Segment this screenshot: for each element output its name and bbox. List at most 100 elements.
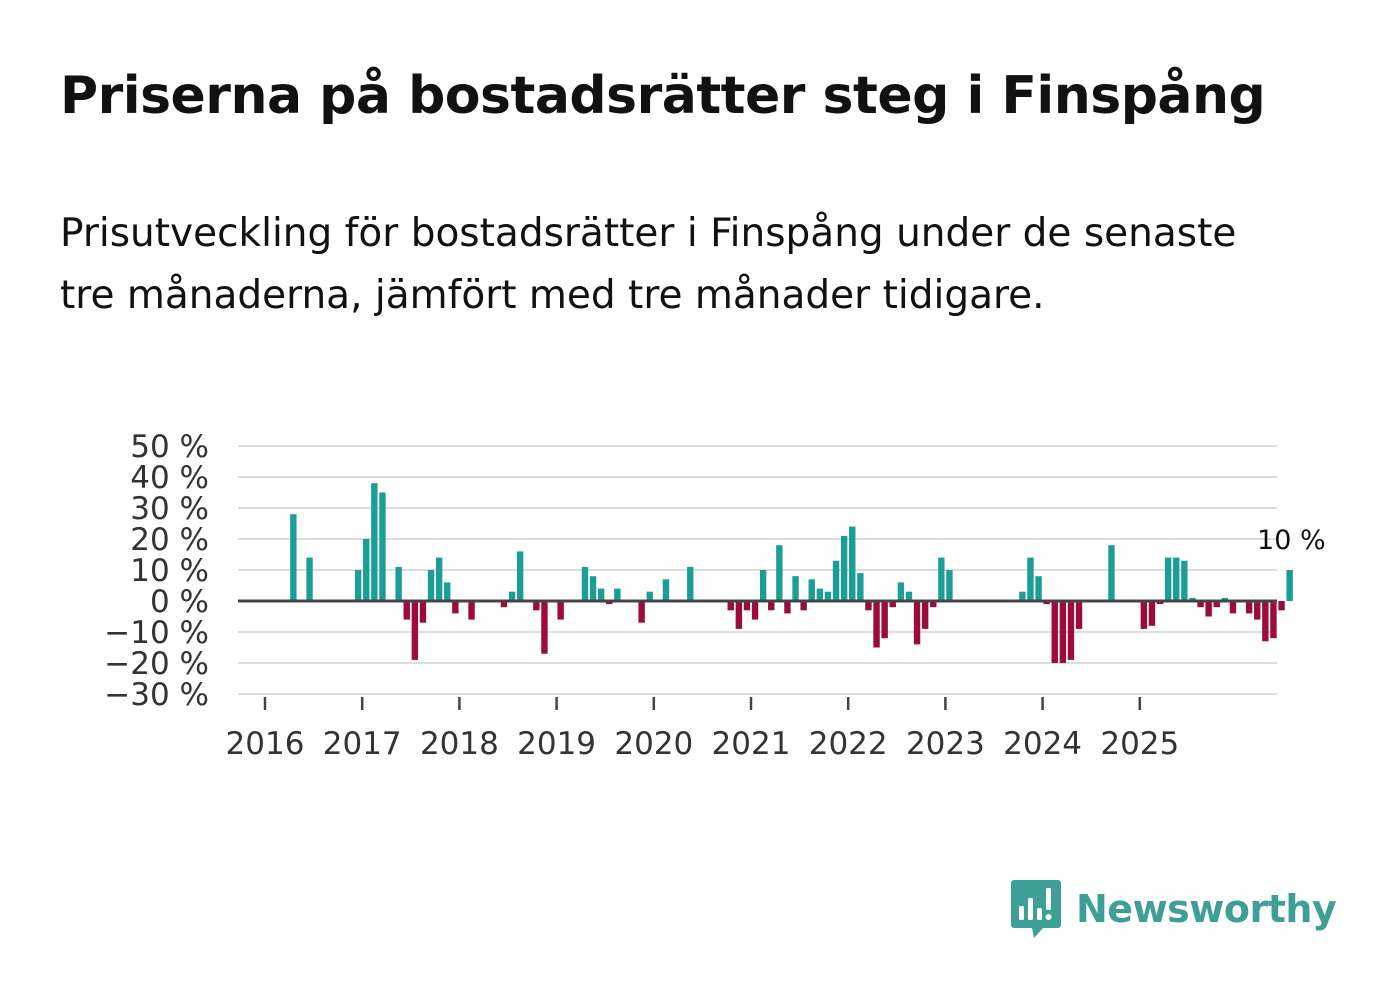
- bar-negative: [743, 601, 751, 611]
- bar-negative: [1156, 601, 1164, 605]
- bar-positive: [444, 582, 451, 601]
- bar-negative: [1229, 601, 1237, 614]
- bar-negative: [1075, 601, 1083, 629]
- bar-negative: [403, 601, 410, 620]
- newsworthy-logo-text: Newsworthy: [1076, 887, 1337, 931]
- bar-positive: [849, 526, 856, 601]
- bar-positive: [646, 591, 653, 601]
- x-tick-label: 2022: [809, 726, 888, 762]
- bar-negative: [873, 601, 880, 648]
- bar-positive: [354, 570, 362, 601]
- bar-positive: [1221, 597, 1229, 601]
- x-tick-label: 2016: [226, 726, 305, 762]
- bar-positive: [306, 557, 313, 601]
- bar-negative: [881, 601, 888, 639]
- bar-negative: [930, 601, 937, 608]
- bar-positive: [1286, 570, 1293, 601]
- bar-positive: [776, 545, 783, 601]
- bar-positive: [832, 560, 840, 601]
- bar-positive: [905, 591, 913, 601]
- x-tick-label: 2018: [420, 726, 499, 762]
- bar-negative: [1148, 601, 1156, 626]
- bar-positive: [363, 539, 370, 601]
- bar-positive: [759, 570, 767, 601]
- bar-positive: [938, 557, 945, 601]
- bar-positive: [371, 483, 378, 601]
- bar-negative: [727, 601, 734, 611]
- bar-negative: [768, 601, 775, 611]
- bar-positive: [1035, 576, 1042, 601]
- bar-negative: [411, 601, 419, 660]
- y-tick-label: −20 %: [104, 646, 209, 682]
- bar-positive: [840, 535, 848, 601]
- y-tick-label: 10 %: [130, 553, 209, 589]
- x-tick-label: 2024: [1003, 726, 1082, 762]
- bar-positive: [1019, 591, 1026, 601]
- bar-positive: [1108, 545, 1115, 601]
- bar-negative: [1067, 601, 1075, 660]
- bar-negative: [1059, 601, 1067, 663]
- bar-positive: [589, 576, 597, 601]
- bar-positive: [1173, 557, 1180, 601]
- x-tick-label: 2021: [712, 726, 791, 762]
- bar-negative: [452, 601, 459, 614]
- bar-negative: [500, 601, 508, 608]
- bar-positive: [687, 566, 694, 601]
- y-tick-label: −10 %: [104, 615, 209, 651]
- bar-positive: [857, 573, 864, 601]
- bar-positive: [1164, 557, 1172, 601]
- bar-negative: [1245, 601, 1253, 614]
- bar-negative: [419, 601, 427, 623]
- y-tick-label: 0 %: [150, 584, 209, 620]
- last-value-label: 10 %: [1257, 525, 1326, 556]
- bar-positive: [395, 566, 402, 601]
- x-tick-label: 2020: [614, 726, 693, 762]
- bar-positive: [614, 588, 621, 601]
- bar-positive: [792, 576, 799, 601]
- bar-negative: [468, 601, 475, 620]
- bar-chart: 50 %40 %30 %20 %10 %0 %−10 %−20 %−30 %20…: [104, 429, 1326, 762]
- chart-title: Priserna på bostadsrätter steg i Finspån…: [60, 66, 1266, 126]
- bar-negative: [1140, 601, 1148, 629]
- bar-positive: [897, 582, 905, 601]
- y-tick-label: 40 %: [130, 460, 209, 496]
- x-tick-label: 2019: [517, 726, 596, 762]
- newsworthy-logo: Newsworthy: [1010, 878, 1337, 940]
- bar-negative: [1270, 601, 1277, 639]
- bar-negative: [1051, 601, 1058, 663]
- bar-negative: [533, 601, 540, 611]
- bar-positive: [427, 570, 435, 601]
- bar-negative: [1262, 601, 1269, 642]
- bar-negative: [800, 601, 807, 611]
- bar-negative: [865, 601, 872, 611]
- x-tick-label: 2017: [323, 726, 402, 762]
- bar-positive: [290, 514, 297, 601]
- chart-subtitle: Prisutveckling för bostadsrätter i Finsp…: [60, 211, 1237, 318]
- bar-positive: [435, 557, 443, 601]
- bar-negative: [889, 601, 896, 608]
- bar-positive: [824, 591, 832, 601]
- bar-negative: [541, 601, 548, 654]
- bar-positive: [516, 551, 524, 601]
- bar-positive: [581, 566, 589, 601]
- newsworthy-logo-icon: [1011, 880, 1061, 938]
- y-tick-label: 50 %: [130, 429, 209, 465]
- bar-negative: [606, 601, 613, 605]
- x-tick-label: 2025: [1100, 726, 1179, 762]
- bar-negative: [1213, 601, 1220, 608]
- bar-positive: [1027, 557, 1034, 601]
- bar-positive: [1189, 597, 1196, 601]
- bar-negative: [1205, 601, 1212, 617]
- bar-positive: [816, 588, 824, 601]
- bar-negative: [1043, 601, 1050, 605]
- bar-negative: [1278, 601, 1285, 611]
- bar-positive: [379, 492, 386, 601]
- bar-negative: [1197, 601, 1204, 608]
- bar-negative: [921, 601, 929, 629]
- bar-positive: [1181, 560, 1188, 601]
- bar-positive: [946, 570, 953, 601]
- bar-negative: [735, 601, 743, 629]
- y-tick-label: 30 %: [130, 491, 209, 527]
- bar-negative: [913, 601, 921, 645]
- y-tick-label: 20 %: [130, 522, 209, 558]
